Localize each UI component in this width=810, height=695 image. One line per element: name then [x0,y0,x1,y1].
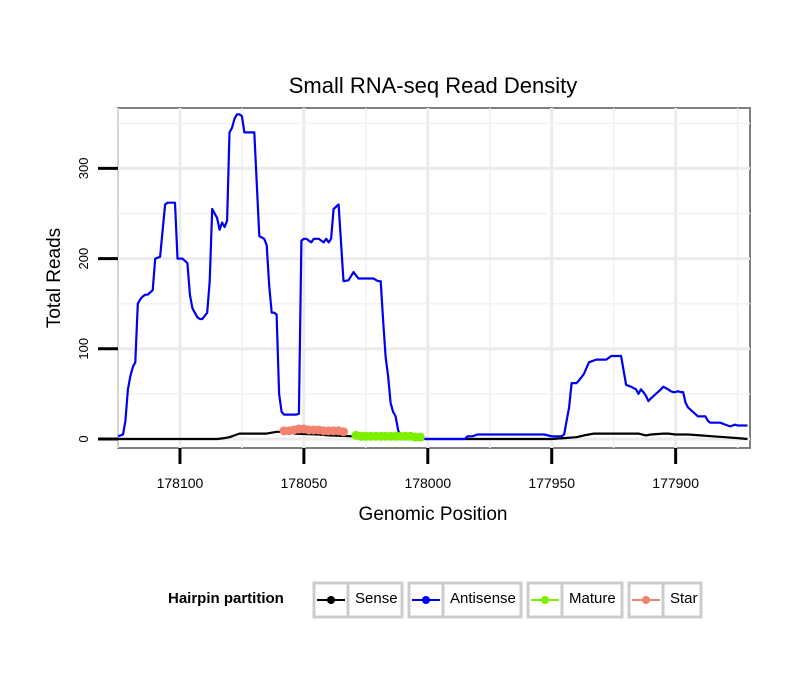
legend-label-mature: Mature [569,590,616,607]
axes: 178100 178050 178000 177950 177900 0 100 200 300 [76,158,699,491]
x-tick-label: 178050 [281,475,328,491]
y-tick-label: 0 [76,435,91,442]
data-point-star [339,427,349,437]
x-tick-label: 178100 [157,475,204,491]
legend-key-point [541,596,549,604]
series-star [279,424,349,437]
chart-title: Small RNA-seq Read Density [289,73,578,98]
series-antisense [117,113,748,441]
legend-item-antisense: Antisense [407,581,523,619]
x-axis-label: Genomic Position [359,504,508,525]
y-tick-label: 200 [76,248,91,270]
legend-label-sense: Sense [355,590,398,607]
y-axis-label: Total Reads [44,228,65,328]
legend-item-mature: Mature [526,581,624,619]
legend-label-antisense: Antisense [450,590,516,607]
legend-key-frame [441,581,523,619]
legend-key-point [422,596,430,604]
series-line-antisense [117,113,748,441]
data-point-mature [415,432,425,442]
plot-panel [117,107,751,449]
legend-key-frame [661,581,703,619]
legend-key-point [642,596,650,604]
gridlines [117,108,750,448]
legend-key-frame [346,581,404,619]
y-tick-label: 100 [76,338,91,360]
series-layer [117,113,748,442]
x-tick-label: 177900 [652,475,699,491]
series-sense [118,430,748,441]
legend: Hairpin partition Sense Antisense Mature St… [168,581,703,619]
legend-key-frame [560,581,624,619]
legend-item-sense: Sense [312,581,404,619]
legend-key-point [327,596,335,604]
legend-item-star: Star [627,581,703,619]
legend-title: Hairpin partition [168,590,284,607]
x-tick-label: 177950 [528,475,575,491]
series-mature [351,430,425,442]
series-line-sense [118,430,748,441]
legend-label-star: Star [670,590,698,607]
x-tick-label: 178000 [404,475,451,491]
y-tick-label: 300 [76,158,91,180]
